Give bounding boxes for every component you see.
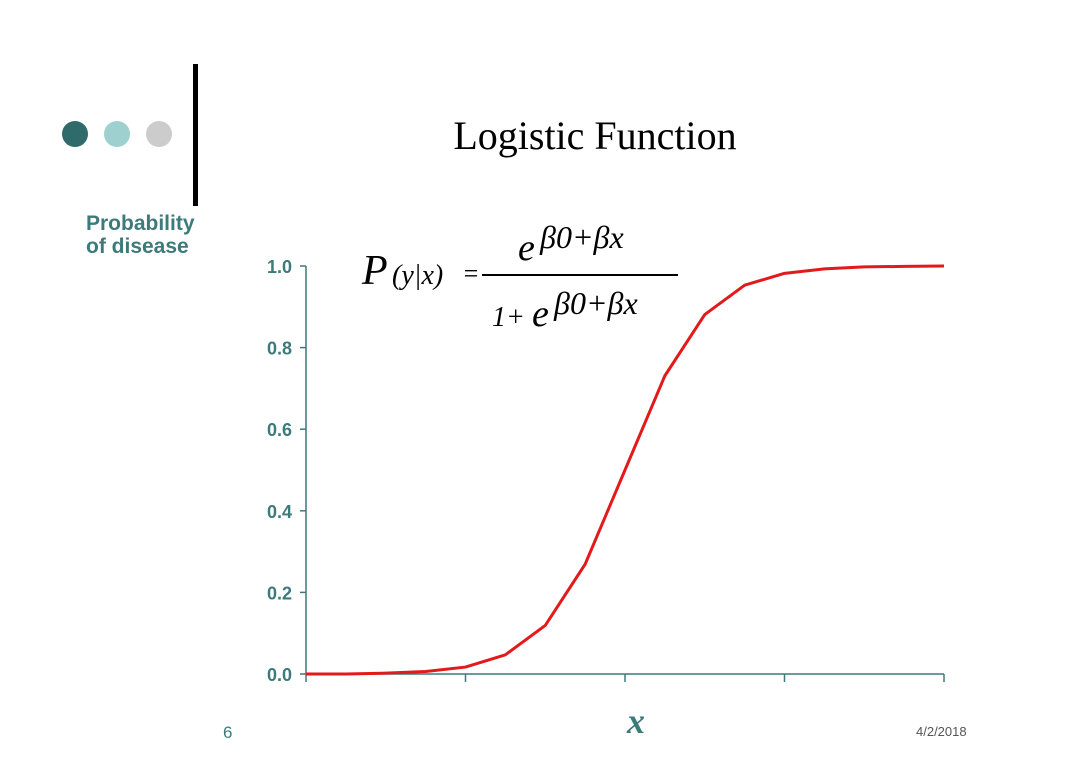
y-axis-label: Probability of disease bbox=[86, 212, 195, 258]
page-number: 6 bbox=[223, 723, 233, 742]
y-axis-label-line2: of disease bbox=[86, 235, 189, 258]
decor-dot-teal bbox=[104, 121, 130, 147]
decor-dot-dark bbox=[62, 121, 88, 147]
y-tick-label: 1.0 bbox=[267, 257, 292, 277]
formula-den-exponent: β0+βx bbox=[553, 285, 638, 321]
x-axis-label: x bbox=[627, 701, 645, 741]
formula-P: P bbox=[361, 248, 388, 294]
y-tick-label: 0.4 bbox=[267, 502, 292, 522]
y-tick-label: 0.0 bbox=[267, 665, 292, 685]
y-axis-label-line1: Probability bbox=[86, 212, 195, 235]
title-divider bbox=[193, 64, 198, 206]
formula-num-base: e bbox=[518, 227, 535, 269]
y-tick-label: 0.2 bbox=[267, 583, 292, 603]
formula-den-one: 1+ bbox=[492, 302, 525, 333]
y-tick-label: 0.8 bbox=[267, 339, 292, 359]
formula-equals: = bbox=[462, 259, 480, 288]
slide-date: 4/2/2018 bbox=[916, 724, 967, 739]
logistic-curve-line bbox=[306, 264, 945, 676]
decor-dot-gray bbox=[146, 121, 172, 147]
formula-num-exponent: β0+βx bbox=[539, 219, 624, 255]
logistic-formula: P (y|x) = e β0+βx 1+ e β0+βx bbox=[361, 219, 678, 335]
y-tick-label: 0.6 bbox=[267, 420, 292, 440]
formula-den-base: e bbox=[532, 293, 549, 335]
slide-title: Logistic Function bbox=[453, 113, 737, 158]
formula-args: (y|x) bbox=[392, 260, 443, 291]
